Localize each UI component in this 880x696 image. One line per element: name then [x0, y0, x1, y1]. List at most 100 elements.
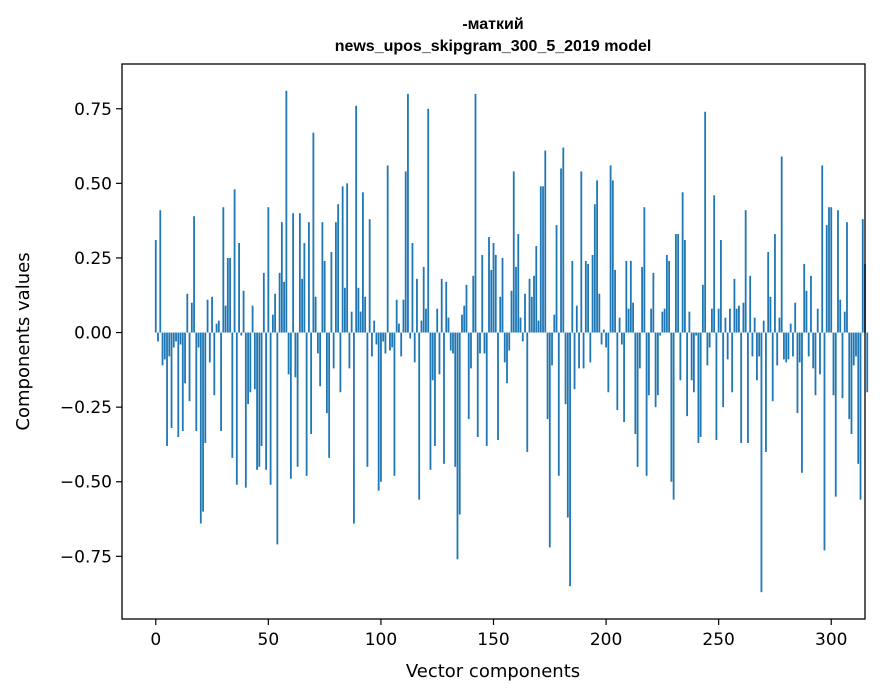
bar-170 [537, 320, 540, 333]
bar-272 [767, 251, 770, 333]
bar-109 [400, 332, 403, 357]
bar-21 [202, 332, 204, 512]
bar-61 [292, 213, 295, 333]
bar-52 [271, 314, 274, 333]
bar-56 [280, 222, 283, 333]
bar-178 [555, 225, 558, 333]
bar-279 [783, 332, 785, 360]
bar-239 [692, 332, 695, 393]
bar-129 [445, 281, 448, 333]
bar-3 [161, 332, 164, 366]
bar-202 [609, 165, 612, 333]
bar-107 [395, 299, 398, 333]
bar-214 [636, 332, 639, 467]
bar-6 [168, 332, 171, 357]
bar-26 [213, 332, 216, 396]
bar-261 [742, 302, 745, 333]
bar-24 [208, 332, 211, 363]
bar-262 [744, 210, 747, 333]
bar-68 [307, 222, 310, 333]
bar-293 [814, 332, 817, 396]
bar-8 [172, 332, 175, 348]
bar-316 [866, 332, 869, 393]
bar-127 [440, 278, 443, 333]
bar-278 [780, 156, 783, 333]
bar-77 [328, 332, 331, 458]
bar-50 [267, 207, 270, 333]
bar-10 [177, 332, 180, 437]
bar-180 [560, 168, 562, 333]
bar-27 [215, 323, 218, 333]
bar-253 [724, 317, 727, 333]
bar-40 [244, 332, 247, 488]
bar-242 [699, 332, 702, 437]
bar-66 [303, 243, 306, 333]
bar-249 [715, 332, 718, 440]
bar-11 [179, 332, 182, 345]
bar-155 [503, 332, 506, 363]
bar-212 [632, 302, 634, 333]
bar-191 [584, 260, 587, 333]
y-axis-ticks: 0.75 0.50 0.25 0.00 −0.25 −0.50 −0.75 [60, 100, 122, 567]
bar-221 [652, 272, 655, 333]
bar-76 [325, 332, 328, 414]
bar-136 [461, 314, 463, 333]
bar-298 [825, 225, 828, 333]
y-tick-label: −0.25 [60, 398, 112, 418]
bar-289 [805, 290, 808, 333]
bar-302 [834, 332, 837, 497]
bar-277 [778, 317, 781, 333]
bar-280 [785, 332, 788, 363]
bar-141 [472, 275, 475, 333]
bar-102 [384, 332, 387, 354]
bar-139 [467, 332, 470, 420]
bar-94 [366, 332, 369, 467]
bar-69 [310, 332, 313, 434]
bar-20 [199, 332, 202, 524]
bar-122 [429, 332, 432, 470]
bar-226 [663, 308, 666, 333]
bar-91 [359, 311, 362, 333]
bar-60 [289, 332, 292, 479]
x-tick-label: 250 [702, 630, 734, 650]
bar-167 [530, 296, 533, 333]
bar-199 [602, 329, 605, 333]
bar-306 [843, 311, 846, 333]
bar-205 [616, 332, 619, 411]
bar-213 [634, 332, 637, 434]
bar-130 [447, 317, 450, 333]
bar-171 [539, 186, 542, 333]
bar-9 [175, 332, 177, 342]
bar-145 [481, 254, 484, 333]
bar-147 [485, 332, 488, 446]
bar-14 [186, 293, 189, 333]
bar-287 [801, 332, 803, 473]
bar-34 [231, 332, 234, 458]
bar-112 [407, 93, 409, 333]
bar-209 [625, 260, 628, 333]
bar-200 [605, 332, 607, 348]
bar-48 [262, 272, 265, 333]
bar-276 [776, 332, 779, 366]
bar-257 [733, 278, 736, 333]
bar-297 [823, 332, 826, 551]
bar-284 [794, 302, 797, 333]
bar-215 [638, 332, 641, 369]
bar-45 [256, 332, 258, 470]
bar-201 [607, 332, 610, 393]
bar-197 [598, 293, 601, 333]
bar-248 [713, 195, 716, 333]
bar-192 [587, 263, 589, 333]
bar-144 [479, 332, 481, 354]
bar-62 [294, 332, 297, 378]
bar-137 [463, 305, 466, 333]
bar-313 [859, 332, 862, 500]
plot-area-frame [121, 63, 866, 620]
bar-124 [434, 332, 436, 446]
bar-183 [566, 332, 569, 518]
bar-181 [562, 147, 565, 333]
bar-182 [564, 332, 567, 405]
bar-254 [726, 332, 729, 360]
bar-281 [787, 332, 790, 360]
